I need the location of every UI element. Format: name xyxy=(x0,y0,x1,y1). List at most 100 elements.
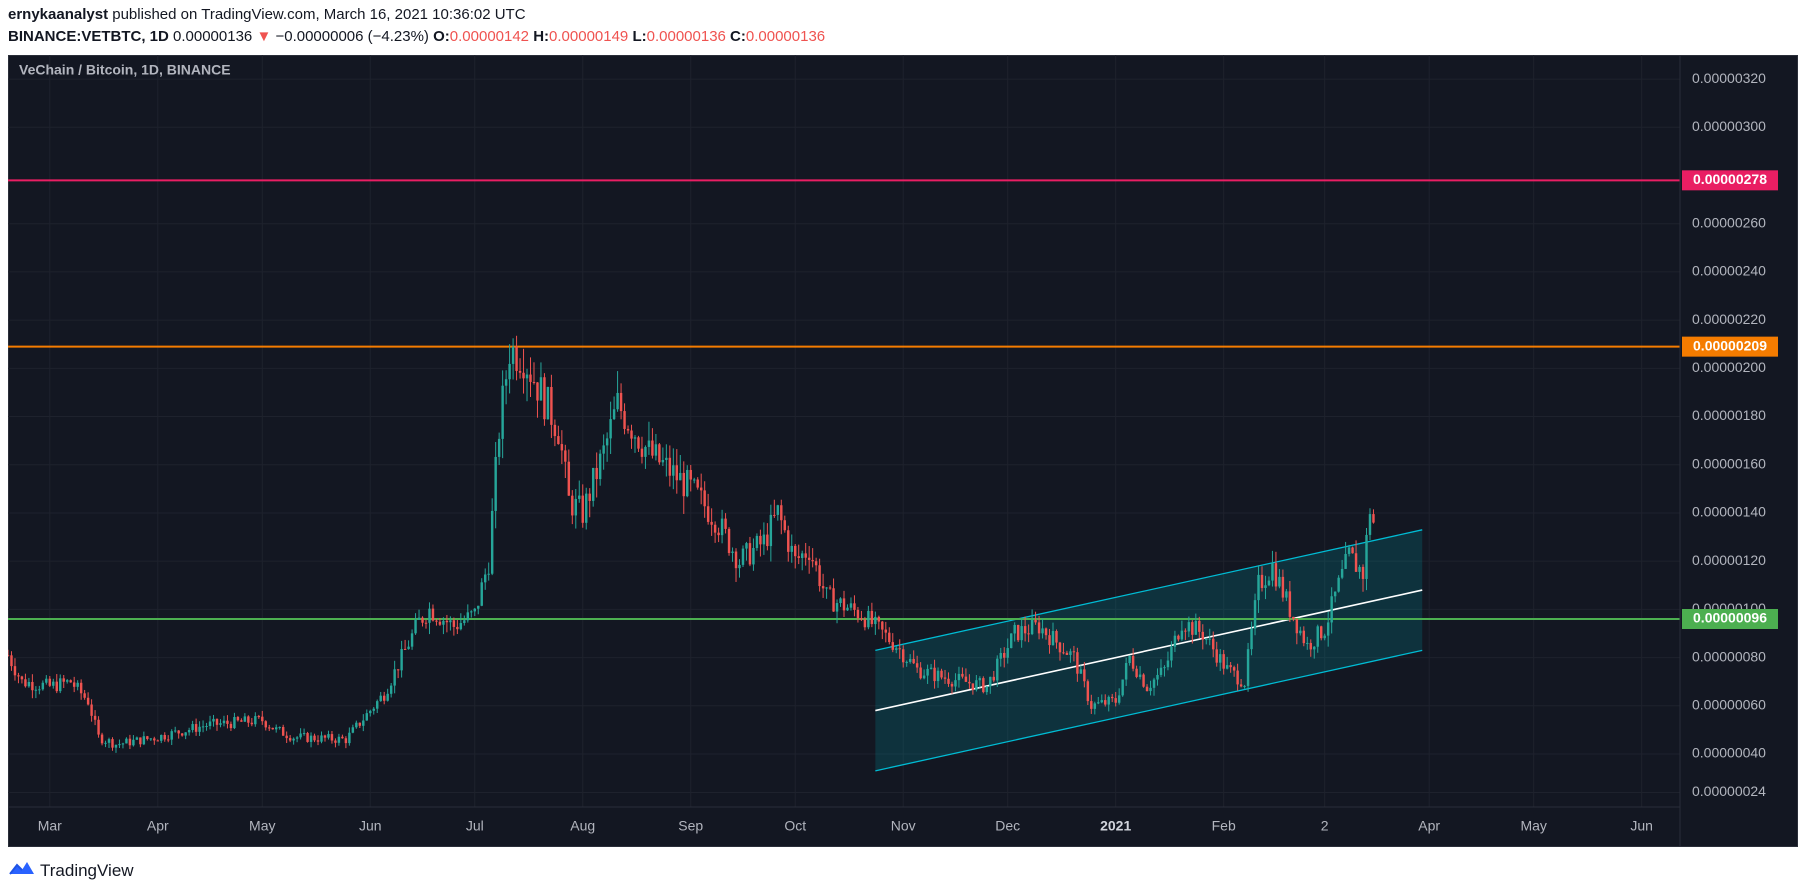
candle-body xyxy=(734,551,738,569)
candle-body xyxy=(1065,652,1069,655)
candle-body xyxy=(996,658,999,681)
candle-body xyxy=(1201,631,1205,640)
candle-body xyxy=(1187,622,1191,632)
candle-body xyxy=(658,444,661,463)
candle-body xyxy=(539,377,543,401)
y-tick-label: 0.00000040 xyxy=(1692,745,1766,761)
candle-body xyxy=(1194,620,1198,635)
candle-body xyxy=(473,608,476,612)
candle-body xyxy=(1030,619,1034,635)
candle-body xyxy=(1326,622,1330,636)
candle-body xyxy=(1330,596,1333,623)
candle-body xyxy=(201,726,205,728)
price-chart[interactable]: 0.00000320 0.00000300 0.00000260 0.00000240… xyxy=(8,55,1798,847)
candle-body xyxy=(316,740,320,742)
candle-body xyxy=(142,736,146,745)
candle-body xyxy=(170,731,173,740)
candle-body xyxy=(1344,553,1347,569)
candle-body xyxy=(1131,656,1135,669)
candle-body xyxy=(13,666,17,676)
candle-body xyxy=(1198,620,1201,632)
candle-body xyxy=(1086,681,1090,702)
candle-body xyxy=(1009,633,1013,649)
candle-body xyxy=(511,346,515,364)
channel-upper-line xyxy=(875,529,1423,651)
candle-body xyxy=(940,670,943,678)
candle-body xyxy=(10,655,13,667)
y-tick-label: 0.00000060 xyxy=(1692,696,1766,712)
candle-body xyxy=(571,495,574,516)
candle-body xyxy=(438,621,442,625)
candle-body xyxy=(1232,667,1236,671)
tradingview-logo-icon[interactable] xyxy=(8,858,36,878)
candle-body xyxy=(929,667,933,669)
candle-body xyxy=(696,479,699,488)
candle-body xyxy=(97,719,100,735)
candle-body xyxy=(167,739,170,741)
candle-body xyxy=(1083,669,1086,682)
candle-body xyxy=(609,419,612,439)
candle-body xyxy=(689,469,692,480)
candle-body xyxy=(264,721,267,728)
candle-body xyxy=(567,461,571,496)
symbol-ohlc-line: BINANCE:VETBTC, 1D 0.00000136 ▼ −0.00000… xyxy=(8,28,825,45)
candle-body xyxy=(470,611,473,613)
candle-body xyxy=(288,738,292,741)
candle-body xyxy=(546,386,550,420)
candle-body xyxy=(717,532,720,536)
candle-body xyxy=(1110,696,1114,699)
candle-body xyxy=(132,739,135,746)
candle-body xyxy=(1333,591,1337,597)
candle-body xyxy=(229,723,233,729)
x-tick-label: May xyxy=(1520,818,1546,834)
candle-body xyxy=(369,710,372,714)
candle-body xyxy=(975,680,978,690)
candle-body xyxy=(27,681,31,687)
candle-body xyxy=(445,620,449,623)
candle-body xyxy=(323,735,327,738)
candle-body xyxy=(915,663,919,668)
x-tick-label: Jun xyxy=(1630,818,1653,834)
x-tick-label: Jul xyxy=(466,818,484,834)
candle-body xyxy=(675,465,679,481)
candle-body xyxy=(1306,642,1309,644)
candle-body xyxy=(1212,638,1215,650)
candle-body xyxy=(139,737,142,745)
tradingview-brand[interactable]: TradingView xyxy=(40,861,134,880)
candle-body xyxy=(379,695,382,702)
candle-body xyxy=(1222,654,1225,669)
candle-body xyxy=(41,682,45,690)
candle-body xyxy=(504,379,508,386)
candle-body xyxy=(1124,663,1128,680)
candle-body xyxy=(351,727,355,733)
candle-body xyxy=(93,715,97,720)
candle-body xyxy=(24,679,27,687)
published-text: published on TradingView.com, March 16, … xyxy=(112,6,526,23)
candle-body xyxy=(741,548,745,565)
candle-body xyxy=(1278,576,1281,587)
candle-body xyxy=(668,457,672,476)
candle-body xyxy=(393,669,396,686)
candle-body xyxy=(1215,649,1218,663)
candle-body xyxy=(497,438,501,457)
candle-body xyxy=(616,392,619,410)
candle-body xyxy=(560,444,564,451)
candle-body xyxy=(466,612,470,621)
candle-body xyxy=(1104,700,1107,705)
candle-body xyxy=(1243,685,1246,687)
candle-body xyxy=(59,678,62,692)
candle-body xyxy=(389,685,393,694)
candle-body xyxy=(278,727,281,729)
candle-body xyxy=(1079,669,1083,674)
candle-body xyxy=(8,655,10,657)
candle-body xyxy=(69,680,72,683)
candle-body xyxy=(522,372,525,379)
candle-body xyxy=(62,678,65,682)
x-tick-label: May xyxy=(249,818,275,834)
candle-body xyxy=(337,736,341,743)
candle-body xyxy=(1055,631,1058,643)
publisher-name[interactable]: ernykaanalyst xyxy=(8,6,109,23)
candle-body xyxy=(968,681,971,684)
candle-body xyxy=(428,608,431,623)
open-value: 0.00000142 xyxy=(449,28,530,45)
